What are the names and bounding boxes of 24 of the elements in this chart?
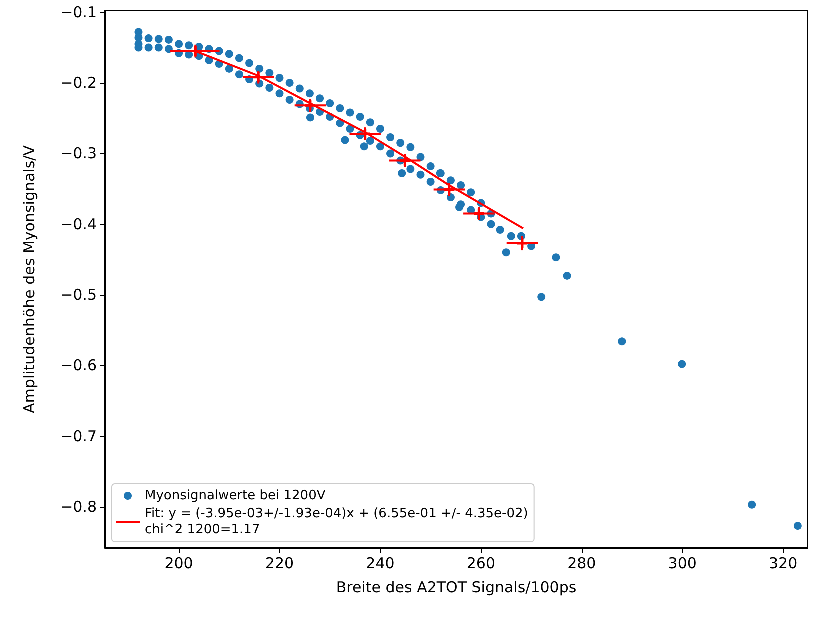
legend-label: Fit: y = (-3.95e-03+/-1.93e-04)x + (6.55e-01 +/- 4.35e-02) chi^2 1200=1.17 [145, 506, 528, 538]
x-tick-label: 240 [366, 554, 395, 572]
y-tick-label: −0.7 [60, 427, 97, 446]
y-tick-label: −0.6 [60, 356, 97, 375]
x-tick-label: 200 [164, 554, 194, 572]
x-tick-label: 320 [769, 554, 798, 572]
y-axis-title: Amplitudenhöhe des Myonsignals/V [20, 144, 38, 414]
y-tick-label: −0.4 [60, 215, 97, 234]
x-tick-label: 260 [466, 554, 496, 572]
y-tick-label: −0.1 [60, 3, 97, 22]
point [517, 238, 528, 248]
point [305, 100, 316, 111]
point [254, 72, 264, 82]
y-tick-label: −0.5 [60, 286, 97, 304]
legend-label: Myonsignalwerte bei 1200V [145, 488, 326, 504]
y-tick-label: −0.3 [60, 144, 97, 163]
point [190, 46, 201, 56]
x-axis-title: Breite des A2TOT Signals/100ps [336, 578, 577, 596]
x-tick-label: 280 [568, 554, 596, 572]
point [444, 184, 454, 195]
y-tick-label: −0.8 [60, 498, 97, 516]
y-tick-label: −0.2 [60, 74, 97, 92]
x-tick-label: 300 [668, 554, 697, 572]
x-tick-label: 220 [265, 554, 294, 572]
